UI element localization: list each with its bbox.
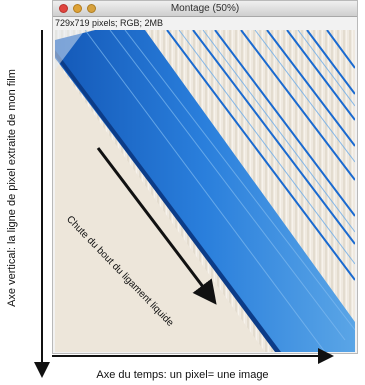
x-axis-label: Axe du temps: un pixel= une image xyxy=(96,369,269,381)
close-button[interactable] xyxy=(59,4,68,13)
image-canvas[interactable] xyxy=(55,30,355,352)
image-window: Montage (50%) 729x719 pixels; RGB; 2MB xyxy=(52,0,358,354)
y-axis-label: Axe vertical: la ligne de pixel extraite… xyxy=(6,69,18,307)
window-title: Montage (50%) xyxy=(170,3,240,14)
minimize-button[interactable] xyxy=(73,4,82,13)
title-bar[interactable]: Montage (50%) xyxy=(53,1,357,17)
image-info: 729x719 pixels; RGB; 2MB xyxy=(55,18,164,28)
kymograph-image xyxy=(55,30,355,352)
zoom-button[interactable] xyxy=(87,4,96,13)
